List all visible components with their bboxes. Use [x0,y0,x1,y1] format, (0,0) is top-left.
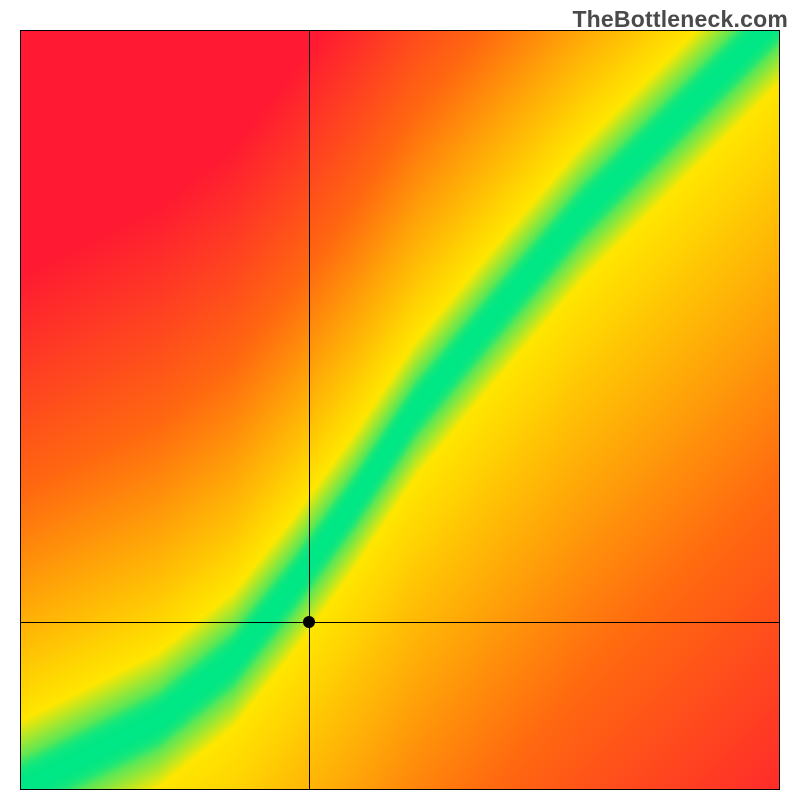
plot-border [20,30,780,790]
figure-root: TheBottleneck.com [0,0,800,800]
watermark-text: TheBottleneck.com [572,6,788,33]
crosshair-vertical [309,31,310,789]
crosshair-horizontal [21,622,779,623]
